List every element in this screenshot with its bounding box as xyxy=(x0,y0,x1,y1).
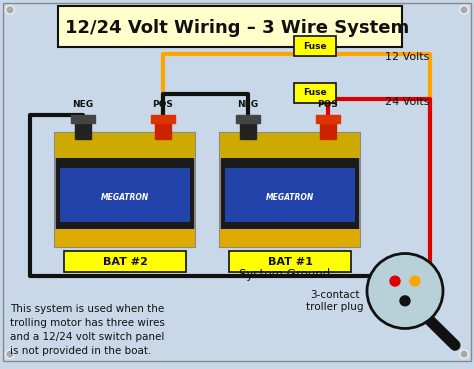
Bar xyxy=(75,119,91,139)
Text: This system is used when the
trolling motor has three wires
and a 12/24 volt swi: This system is used when the trolling mo… xyxy=(10,304,165,356)
FancyBboxPatch shape xyxy=(55,133,195,158)
FancyBboxPatch shape xyxy=(220,229,360,246)
Text: MEGATRON: MEGATRON xyxy=(266,193,314,202)
Circle shape xyxy=(460,6,468,14)
Text: BAT #1: BAT #1 xyxy=(267,257,312,268)
FancyBboxPatch shape xyxy=(220,133,360,246)
Circle shape xyxy=(460,350,468,358)
Text: Fuse: Fuse xyxy=(303,42,327,51)
FancyBboxPatch shape xyxy=(55,133,195,246)
FancyBboxPatch shape xyxy=(60,168,190,222)
Text: Fuse: Fuse xyxy=(303,88,327,97)
Bar xyxy=(151,115,175,123)
Circle shape xyxy=(461,7,467,13)
Bar xyxy=(316,115,340,123)
FancyBboxPatch shape xyxy=(58,6,402,47)
FancyBboxPatch shape xyxy=(294,37,336,56)
Circle shape xyxy=(461,351,467,357)
Text: BAT #2: BAT #2 xyxy=(102,257,147,268)
Text: 12/24 Volt Wiring – 3 Wire System: 12/24 Volt Wiring – 3 Wire System xyxy=(65,18,409,37)
Circle shape xyxy=(400,296,410,306)
Text: 3-contact
troller plug: 3-contact troller plug xyxy=(306,290,364,312)
Bar xyxy=(236,115,260,123)
FancyBboxPatch shape xyxy=(55,229,195,246)
Circle shape xyxy=(410,276,420,286)
Text: MEGATRON: MEGATRON xyxy=(101,193,149,202)
Text: POS: POS xyxy=(153,100,173,110)
Bar xyxy=(71,115,95,123)
FancyBboxPatch shape xyxy=(225,168,355,222)
FancyBboxPatch shape xyxy=(229,251,351,272)
Circle shape xyxy=(7,7,13,13)
Circle shape xyxy=(6,350,14,358)
Text: 12 Volts: 12 Volts xyxy=(385,52,429,62)
Circle shape xyxy=(390,276,400,286)
Text: System Ground: System Ground xyxy=(239,268,331,281)
FancyBboxPatch shape xyxy=(220,133,360,158)
FancyBboxPatch shape xyxy=(64,251,186,272)
Text: NEG: NEG xyxy=(73,100,93,110)
Text: POS: POS xyxy=(318,100,338,110)
FancyBboxPatch shape xyxy=(294,83,336,103)
Text: NEG: NEG xyxy=(237,100,258,110)
Circle shape xyxy=(367,254,443,328)
Circle shape xyxy=(6,6,14,14)
Text: 24 Volts: 24 Volts xyxy=(385,97,429,107)
Bar xyxy=(320,119,336,139)
Bar xyxy=(240,119,256,139)
Circle shape xyxy=(7,351,13,357)
Bar xyxy=(155,119,171,139)
